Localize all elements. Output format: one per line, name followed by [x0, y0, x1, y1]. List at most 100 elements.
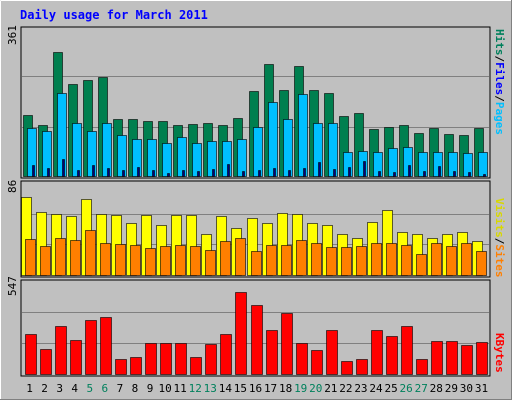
bar-sites-day-20 — [311, 243, 322, 276]
panel-frame-hits — [20, 26, 491, 179]
bar-kbytes-day-16 — [251, 305, 263, 375]
x-tick-label-day-11: 11 — [174, 382, 187, 395]
x-tick-label-day-17: 17 — [264, 382, 277, 395]
bar-pages-day-3 — [62, 159, 65, 177]
bar-sites-day-27 — [416, 254, 427, 276]
side-label-hits-panel: Hits/Files/Pages — [493, 29, 506, 135]
bar-files-day-17 — [268, 102, 278, 177]
bar-kbytes-day-13 — [205, 344, 217, 375]
bar-pages-day-29 — [453, 171, 456, 177]
bar-pages-day-15 — [242, 171, 245, 177]
bar-pages-day-20 — [318, 162, 321, 177]
x-tick-label-day-19: 19 — [294, 382, 307, 395]
bar-files-day-27 — [418, 152, 428, 177]
bar-files-day-9 — [147, 139, 157, 177]
bar-kbytes-day-14 — [220, 334, 232, 375]
bar-sites-day-9 — [145, 248, 156, 276]
bar-files-day-31 — [478, 152, 488, 177]
bar-pages-day-24 — [378, 171, 381, 177]
x-tick-label-day-5: 5 — [86, 382, 93, 395]
bar-files-day-7 — [117, 135, 127, 177]
bar-sites-day-15 — [235, 238, 246, 276]
x-tick-label-day-2: 2 — [41, 382, 48, 395]
side-label-visits-panel: Visits/Sites — [493, 198, 506, 278]
bar-sites-day-31 — [476, 251, 487, 276]
x-tick-label-day-29: 29 — [445, 382, 458, 395]
bar-sites-day-17 — [266, 245, 277, 276]
x-tick-label-day-9: 9 — [147, 382, 154, 395]
bar-pages-day-12 — [197, 171, 200, 177]
bar-pages-day-5 — [92, 165, 95, 177]
x-tick-label-day-1: 1 — [26, 382, 33, 395]
x-tick-label-day-22: 22 — [339, 382, 352, 395]
x-tick-label-day-27: 27 — [415, 382, 428, 395]
bar-kbytes-day-17 — [266, 330, 278, 375]
bar-sites-day-7 — [115, 244, 126, 276]
panel-frame-kbytes — [20, 279, 491, 377]
bar-pages-day-2 — [47, 168, 50, 177]
bar-pages-day-13 — [212, 169, 215, 177]
bar-kbytes-day-10 — [160, 343, 172, 375]
bar-files-day-21 — [328, 123, 338, 177]
bar-kbytes-day-8 — [130, 357, 142, 375]
x-tick-label-day-3: 3 — [56, 382, 63, 395]
bar-sites-day-28 — [431, 243, 442, 276]
bar-sites-day-1 — [25, 239, 36, 276]
bar-pages-day-31 — [483, 174, 486, 177]
bar-kbytes-day-25 — [386, 336, 398, 375]
ymax-label-hits: 361 — [6, 25, 19, 45]
bars-layer — [21, 52, 489, 375]
x-tick-label-day-24: 24 — [369, 382, 383, 395]
bar-sites-day-8 — [130, 245, 141, 276]
bar-kbytes-day-21 — [326, 330, 338, 375]
bar-sites-day-30 — [461, 243, 472, 276]
side-label-visits: Visits — [493, 198, 506, 238]
side-label-sep-2: / — [493, 95, 506, 102]
bar-pages-day-16 — [258, 170, 261, 177]
bar-files-day-23 — [358, 151, 368, 177]
bar-kbytes-day-30 — [461, 345, 473, 375]
bar-files-day-30 — [463, 153, 473, 177]
bar-sites-day-14 — [220, 241, 231, 276]
bar-pages-day-10 — [167, 173, 170, 177]
side-label-files: Files — [493, 62, 506, 95]
side-label-sep-1: / — [493, 56, 506, 63]
bar-kbytes-day-1 — [25, 334, 37, 375]
x-tick-label-day-13: 13 — [204, 382, 217, 395]
bar-kbytes-day-6 — [100, 317, 112, 375]
bar-files-day-16 — [253, 127, 263, 177]
bar-sites-day-6 — [100, 243, 111, 276]
bar-sites-day-12 — [190, 246, 201, 276]
bar-sites-day-2 — [40, 246, 51, 276]
bar-files-day-24 — [373, 152, 383, 177]
x-tick-label-day-28: 28 — [430, 382, 443, 395]
side-label-hits: Hits — [493, 29, 506, 56]
bar-sites-day-24 — [371, 243, 382, 276]
bar-kbytes-day-19 — [296, 343, 308, 375]
bar-kbytes-day-12 — [190, 357, 202, 375]
ymax-label-visits: 86 — [6, 180, 19, 193]
bar-files-day-10 — [162, 143, 172, 177]
x-tick-label-day-6: 6 — [102, 382, 109, 395]
bar-files-day-14 — [222, 141, 232, 177]
bar-kbytes-day-31 — [476, 342, 488, 375]
bar-files-day-19 — [298, 94, 308, 177]
bar-pages-day-7 — [122, 170, 125, 177]
bar-pages-day-30 — [468, 172, 471, 177]
bar-kbytes-day-24 — [371, 330, 383, 375]
bar-kbytes-day-11 — [175, 343, 187, 375]
bar-kbytes-day-28 — [431, 341, 443, 375]
bar-pages-day-22 — [348, 167, 351, 177]
bar-pages-day-11 — [182, 170, 185, 177]
bar-pages-day-19 — [303, 168, 306, 177]
bar-files-day-20 — [313, 123, 323, 177]
bar-files-day-5 — [87, 131, 97, 177]
bar-files-day-2 — [42, 131, 52, 177]
bar-sites-day-11 — [175, 245, 186, 276]
side-label-sep-3: / — [493, 238, 506, 245]
bar-sites-day-29 — [446, 246, 457, 276]
bar-files-day-4 — [72, 123, 82, 177]
bar-kbytes-day-18 — [281, 313, 293, 375]
chart-title: Daily usage for March 2011 — [20, 8, 208, 22]
bar-kbytes-day-20 — [311, 350, 323, 375]
